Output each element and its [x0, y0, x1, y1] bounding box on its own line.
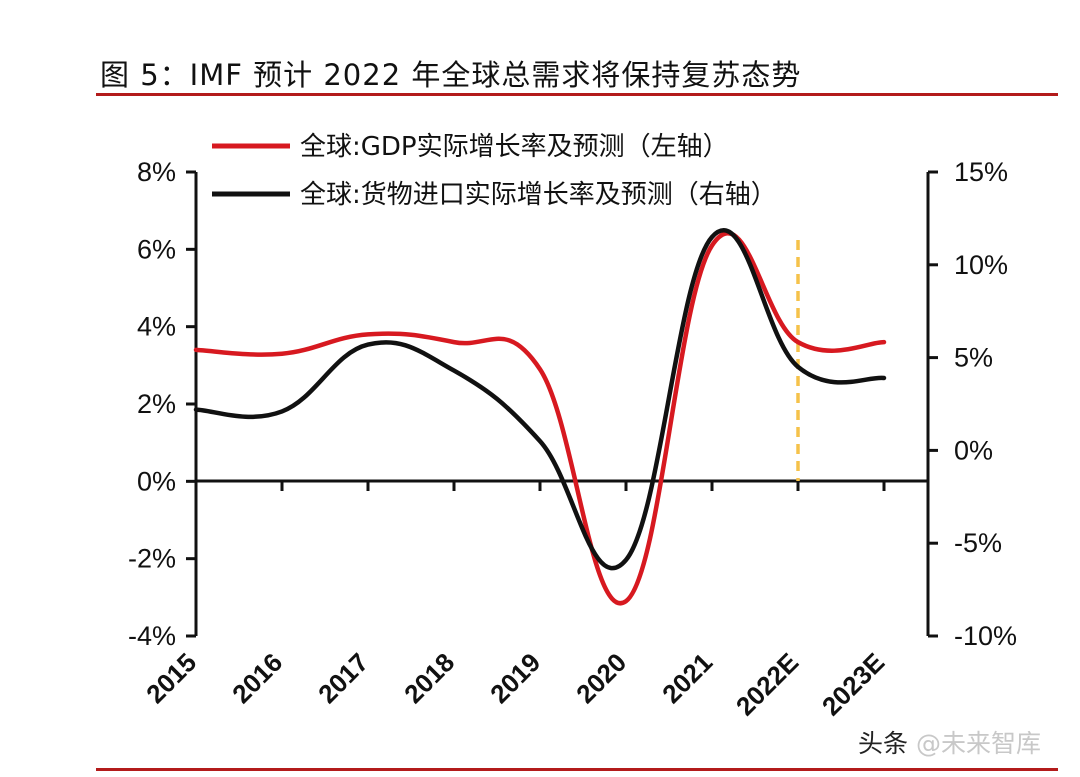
right-tick-label: -10% — [954, 621, 1017, 651]
left-tick-label: -4% — [128, 621, 176, 651]
gdp-growth-line — [193, 231, 887, 606]
x-tick-label: 2019 — [484, 647, 546, 709]
title-divider — [96, 93, 1058, 96]
x-tick-label: 2017 — [312, 647, 374, 709]
left-tick-label: -2% — [128, 544, 176, 574]
right-axis-ticks: 15% 10% 5% 0% -5% -10% — [928, 157, 1017, 651]
axes — [194, 172, 930, 636]
left-tick-label: 8% — [137, 157, 176, 187]
legend: 全球:GDP实际增长率及预测（左轴） 全球:货物进口实际增长率及预测（右轴） — [212, 132, 777, 210]
legend-label-imports: 全球:货物进口实际增长率及预测（右轴） — [300, 180, 777, 210]
x-tick-label: 2022E — [730, 647, 804, 721]
left-axis-ticks: 8% 6% 4% 2% 0% -2% -4% — [128, 157, 196, 651]
left-tick-label: 4% — [137, 312, 176, 342]
left-tick-label: 0% — [137, 466, 176, 496]
figure-title: 图 5：IMF 预计 2022 年全球总需求将保持复苏态势 — [100, 58, 802, 92]
right-tick-label: -5% — [954, 528, 1002, 558]
x-tick-label: 2016 — [226, 647, 288, 709]
left-tick-label: 6% — [137, 234, 176, 264]
x-tick-label: 2018 — [398, 647, 460, 709]
figure-title-row: 图 5：IMF 预计 2022 年全球总需求将保持复苏态势 — [100, 52, 1060, 92]
series-lines — [193, 228, 887, 606]
left-tick-label: 2% — [137, 389, 176, 419]
x-tick-label: 2023E — [816, 647, 890, 721]
imports-growth-line — [193, 228, 887, 571]
x-tick-label: 2015 — [140, 647, 202, 709]
x-tick-label: 2021 — [656, 647, 718, 709]
right-tick-label: 15% — [954, 157, 1008, 187]
x-tick-label: 2020 — [570, 647, 632, 709]
right-tick-label: 0% — [954, 435, 993, 465]
right-tick-label: 5% — [954, 343, 993, 373]
watermark-handle: @未来智库 — [915, 729, 1041, 758]
watermark-prefix: 头条 — [858, 729, 909, 758]
watermark: 头条 @未来智库 — [858, 724, 1041, 760]
x-axis-ticks: 2015 2016 2017 2018 2019 2020 2021 2022E 2023E — [140, 481, 890, 721]
bottom-divider — [96, 768, 1058, 771]
right-tick-label: 10% — [954, 250, 1008, 280]
legend-label-gdp: 全球:GDP实际增长率及预测（左轴） — [300, 132, 729, 162]
